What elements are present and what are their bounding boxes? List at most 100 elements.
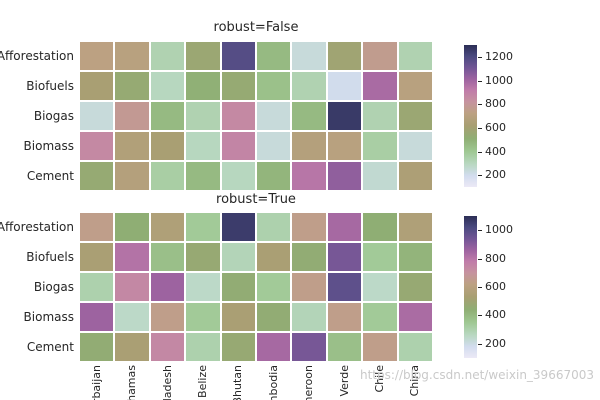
heatmap-cell [115,243,149,271]
heatmap-cell [150,213,185,241]
heatmap-cell [257,213,291,241]
heatmap-cell [115,102,149,130]
row-label: Biofuels [26,79,74,93]
heatmap-cell [363,102,397,130]
heatmap-cell [257,42,291,70]
heatmap-cell [221,303,255,331]
heatmap-cell [186,273,220,301]
heatmap-cell [327,243,362,271]
colorbar-tick-mark [478,127,482,129]
heatmap-cell [327,333,362,361]
heatmap-cell [150,42,185,70]
heatmap-cell [80,303,114,331]
colorbar-tick-label: 1000 [485,223,513,237]
colorbar-top [464,45,477,187]
heatmap-cell [398,132,432,160]
heatmap-cell [80,333,114,361]
colorbar-bottom [464,216,477,358]
heatmap-cell [292,243,326,271]
heatmap-cell [257,132,291,160]
heatmap-cell [398,162,432,190]
heatmap-cell [115,42,149,70]
heatmap-cell [398,243,432,271]
heatmap-cell [186,72,220,100]
col-label: Cambodia [266,365,280,400]
heatmap-cell [363,42,397,70]
heatmap-cell [115,162,149,190]
heatmap-cell [327,42,362,70]
heatmap-cell [363,303,397,331]
heatmap-cell [186,102,220,130]
heatmap-cell [150,72,185,100]
col-label: Belize [195,365,209,398]
heatmap-cell [80,162,114,190]
heatmap-cell [398,213,432,241]
heatmap-cell [186,303,220,331]
heatmap-cell [80,213,114,241]
heatmap-cell [398,273,432,301]
heatmap-cell [150,162,185,190]
heatmap-cell [292,132,326,160]
colorbar-tick-mark [478,175,482,177]
heatmap-cell [363,162,397,190]
heatmap-cell [186,243,220,271]
heatmap-cell [115,213,149,241]
heatmap-cell [221,213,255,241]
col-label: Azerbaijan [89,365,103,400]
heatmap-cell [257,303,291,331]
heatmap-cell [327,303,362,331]
heatmap-cell [221,333,255,361]
colorbar-tick-mark [478,104,482,106]
row-label: Afforestation [0,220,74,234]
row-label: Biogas [33,280,74,294]
heatmap-cell [115,72,149,100]
heatmap-cell [327,162,362,190]
heatmap-cell [150,102,185,130]
heatmap-cell [292,162,326,190]
heatmap-cell [221,273,255,301]
colorbar-tick-label: 400 [485,308,506,322]
heatmap-cell [363,72,397,100]
colorbar-tick-mark [478,343,482,345]
heatmap-grid-bottom [80,213,432,361]
chart-title-top: robust=False [213,20,299,35]
row-label: Biofuels [26,250,74,264]
colorbar-tick-mark [478,315,482,317]
heatmap-cell [115,333,149,361]
heatmap-cell [363,273,397,301]
heatmap-cell [150,132,185,160]
heatmap-cell [80,132,114,160]
heatmap-cell [363,213,397,241]
row-label: Biogas [33,109,74,123]
row-label: Biomass [23,310,74,324]
colorbar-tick-label: 1200 [485,49,513,63]
col-label: Bhutan [231,365,245,400]
heatmap-cell [292,213,326,241]
heatmap-cell [186,213,220,241]
heatmap-cell [150,303,185,331]
heatmap-cell [363,333,397,361]
colorbar-tick-label: 1000 [485,73,513,87]
colorbar-tick-label: 800 [485,251,506,265]
chart-title-bottom: robust=True [216,192,296,207]
heatmap-cell [80,72,114,100]
heatmap-cell [150,243,185,271]
heatmap-cell [80,273,114,301]
heatmap-cell [221,72,255,100]
heatmap-cell [398,303,432,331]
colorbar-tick-mark [478,56,482,58]
heatmap-cell [80,102,114,130]
row-label: Afforestation [0,49,74,63]
heatmap-cell [327,102,362,130]
colorbar-tick-mark [478,258,482,260]
heatmap-cell [398,72,432,100]
col-label: Bangladesh [160,365,174,400]
heatmap-cell [221,243,255,271]
colorbar-tick-label: 800 [485,97,506,111]
heatmap-cell [186,333,220,361]
heatmap-cell [80,42,114,70]
col-label: Cameroon [302,365,316,400]
heatmap-cell [327,132,362,160]
heatmap-cell [363,132,397,160]
